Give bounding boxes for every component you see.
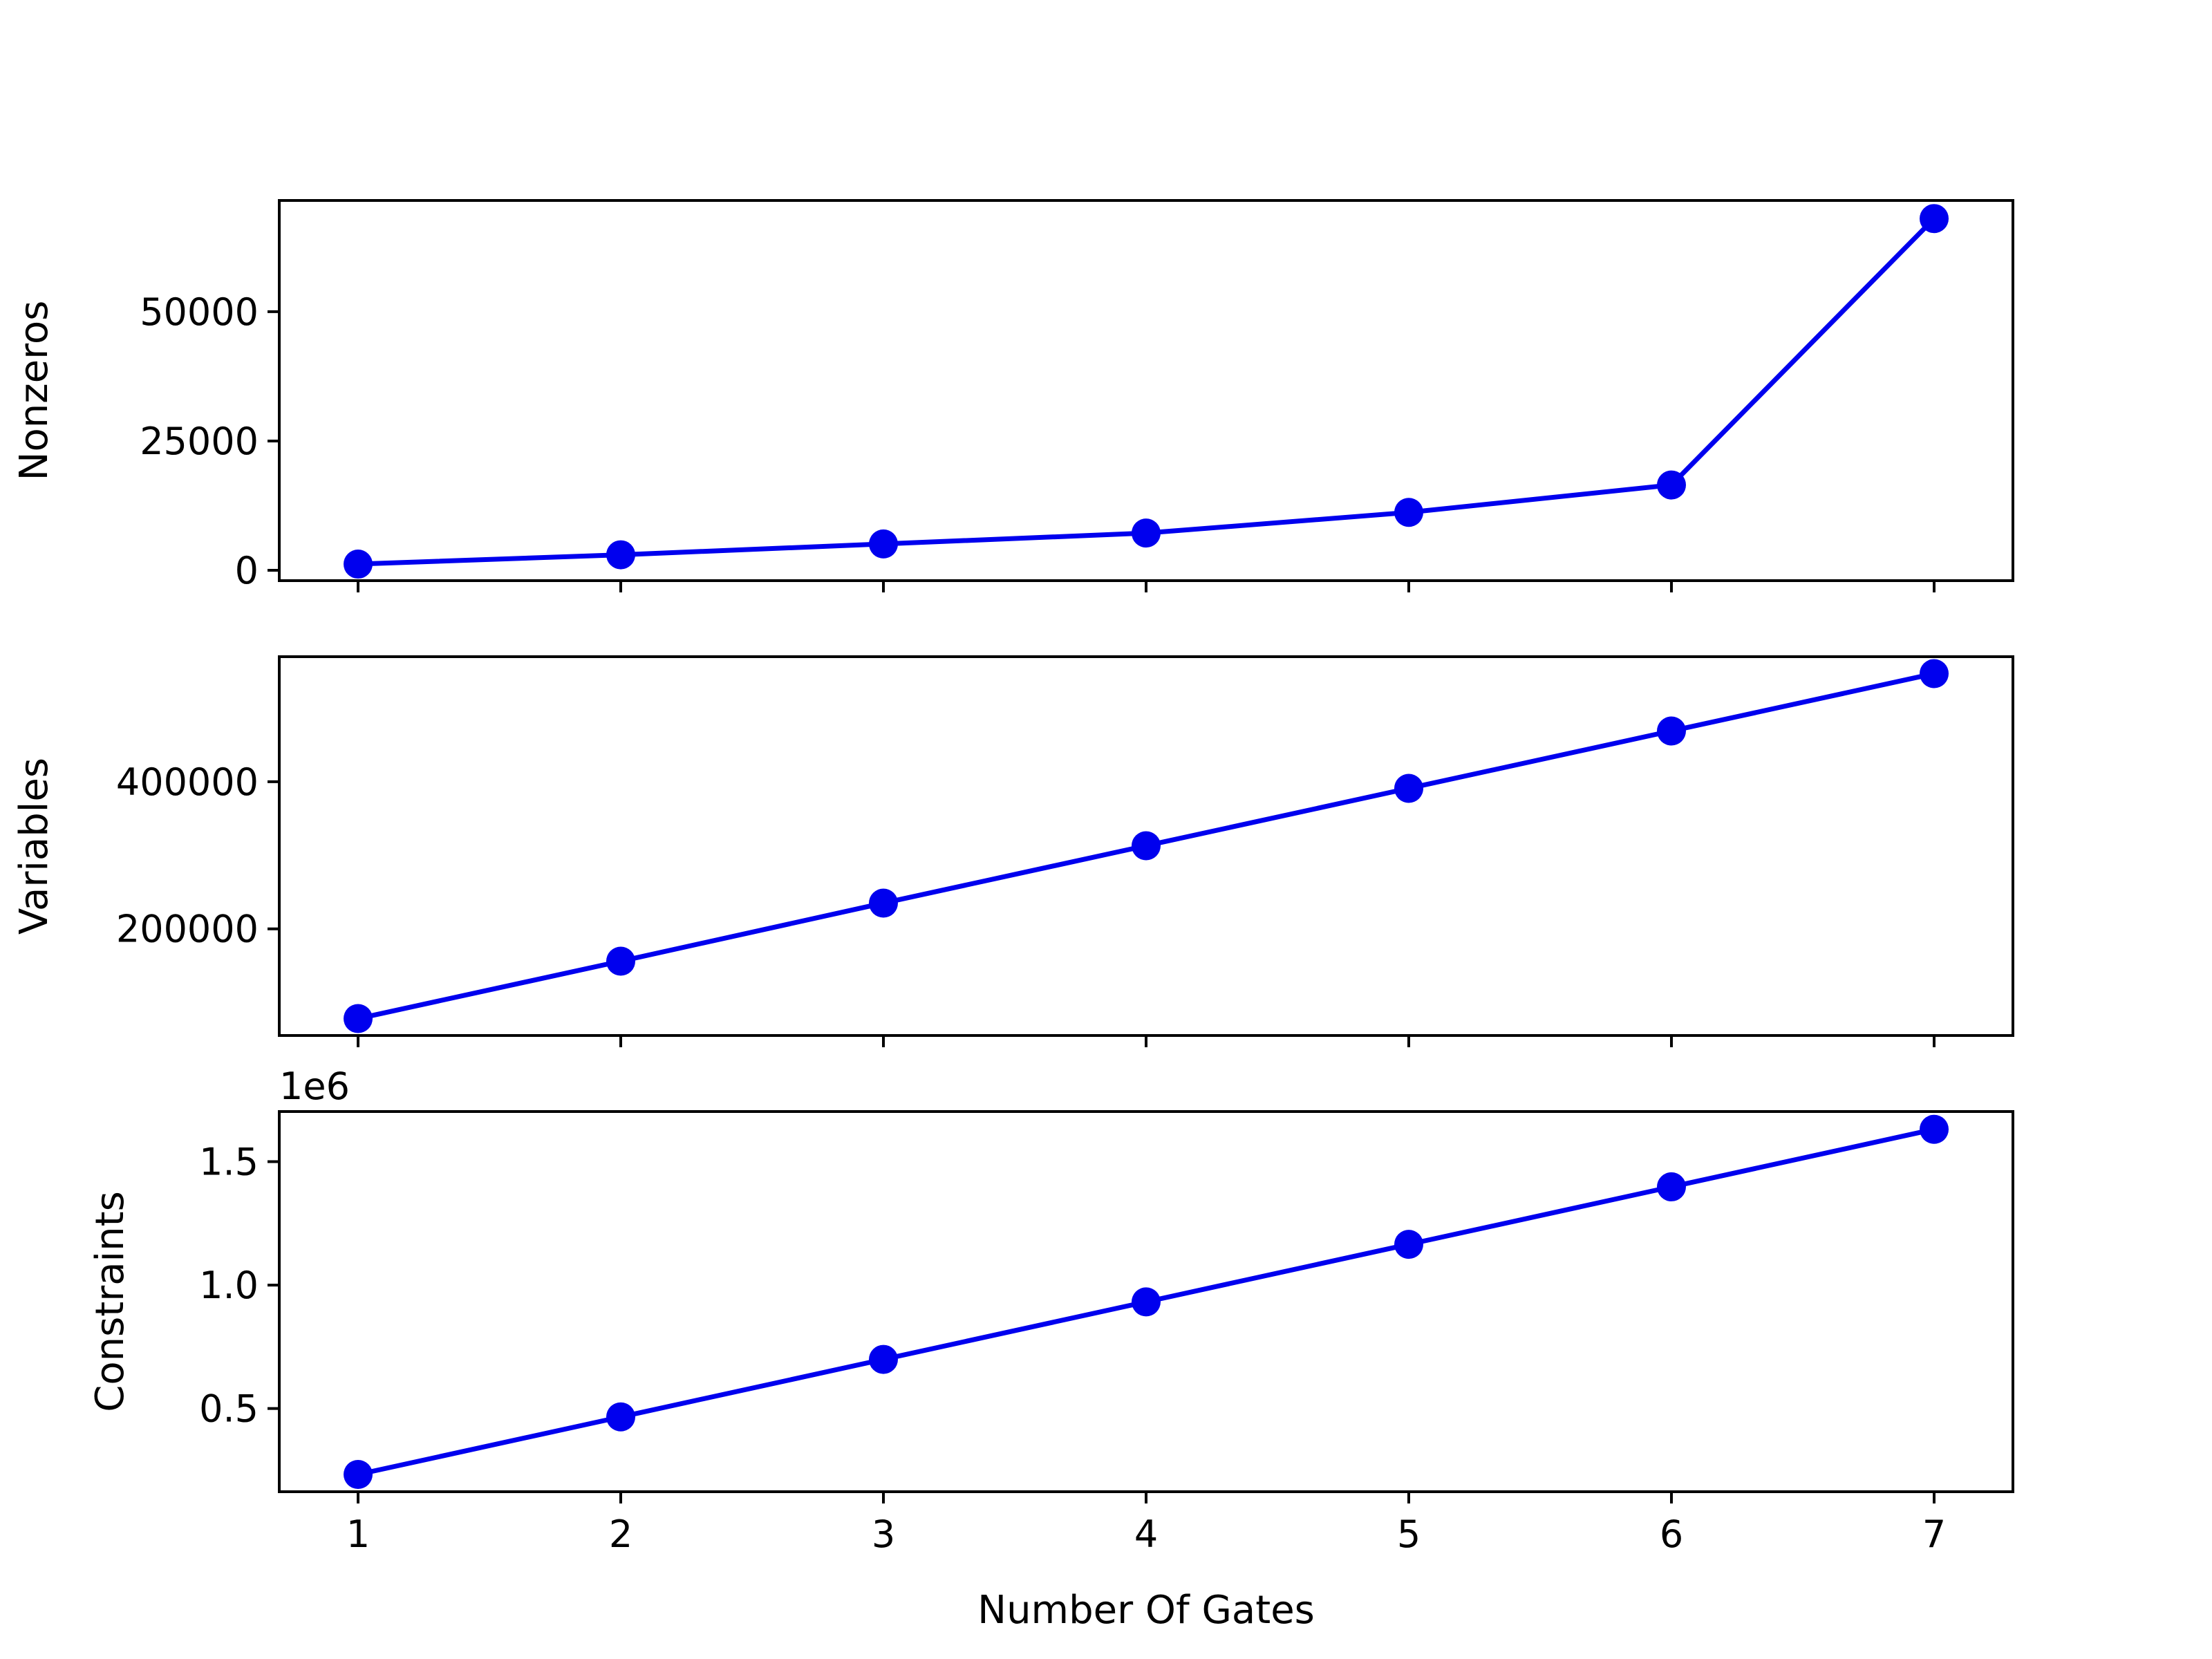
data-point <box>1920 204 1949 234</box>
x-tick-label: 3 <box>872 1512 895 1556</box>
data-point <box>1657 1172 1686 1201</box>
data-point <box>1394 498 1423 527</box>
data-point <box>1920 1114 1949 1144</box>
data-point <box>1394 774 1423 803</box>
x-tick-label: 5 <box>1397 1512 1421 1556</box>
y-tick-label: 1.0 <box>199 1264 259 1307</box>
x-axis-label: Number Of Gates <box>977 1588 1315 1633</box>
x-tick-label: 4 <box>1134 1512 1158 1556</box>
subplot-1: 0 25000 50000 Nonzeros <box>12 199 2014 592</box>
data-point <box>869 1344 898 1374</box>
data-point <box>869 888 898 918</box>
y-offset-label: 1e6 <box>279 1065 350 1108</box>
y-axis-label: Variables <box>12 758 57 935</box>
data-point <box>1132 518 1161 548</box>
data-point <box>1920 659 1949 688</box>
y-tick-label: 200000 <box>116 908 259 951</box>
data-point <box>606 1402 635 1432</box>
y-tick-label: 50000 <box>140 290 259 334</box>
series-line <box>357 216 1936 567</box>
data-point <box>344 550 373 579</box>
data-point <box>1394 1230 1423 1259</box>
data-point <box>869 529 898 559</box>
data-point <box>1132 831 1161 861</box>
x-tick-label: 7 <box>1922 1512 1946 1556</box>
x-tick-label: 2 <box>609 1512 632 1556</box>
y-tick-label: 0.5 <box>199 1387 259 1431</box>
x-tick-label: 6 <box>1660 1512 1683 1556</box>
data-point <box>1132 1287 1161 1317</box>
y-tick-label: 1.5 <box>199 1141 259 1184</box>
y-tick-label: 0 <box>235 549 259 592</box>
data-point <box>344 1004 373 1033</box>
subplot-2: 200000 400000 Variables <box>12 655 2014 1047</box>
data-point <box>606 946 635 976</box>
data-point <box>1657 716 1686 746</box>
y-tick-label: 25000 <box>140 420 259 463</box>
data-point <box>344 1460 373 1489</box>
x-tick-label: 1 <box>346 1512 370 1556</box>
y-axis-label: Constraints <box>88 1191 133 1412</box>
data-point <box>606 540 635 570</box>
data-point <box>1657 470 1686 500</box>
y-axis-label: Nonzeros <box>12 301 57 481</box>
y-tick-label: 400000 <box>116 760 259 804</box>
subplot-3: 0.5 1.0 1.5 1 2 3 4 5 6 7 Constraints Number Of Gat… <box>88 1065 2014 1633</box>
